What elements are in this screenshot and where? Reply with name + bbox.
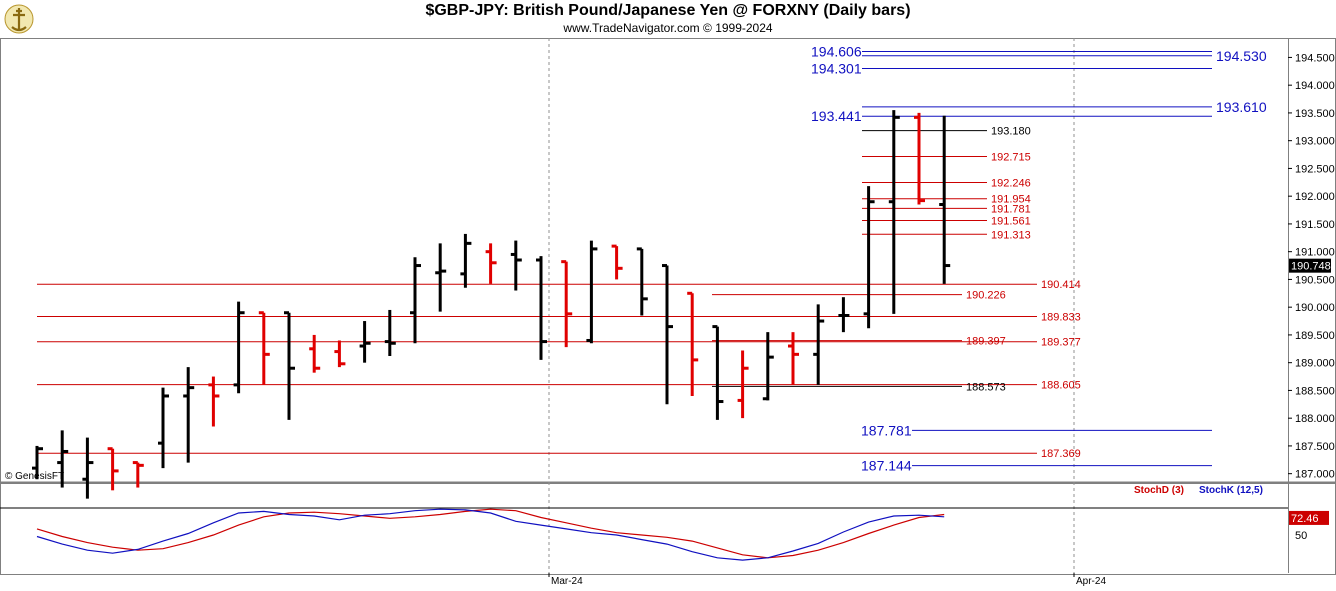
ohlc-bar	[939, 115, 951, 284]
price-panel-border	[0, 38, 1336, 483]
last-price-label: 190.748	[1291, 261, 1331, 273]
stoch-panel-border	[0, 483, 1336, 575]
ohlc-bar	[737, 350, 749, 419]
ohlc-bar	[510, 240, 522, 291]
price-tick-label: 189.500	[1295, 330, 1335, 342]
title-bar: $GBP-JPY: British Pound/Japanese Yen @ F…	[0, 0, 1336, 38]
ohlc-bar	[485, 243, 497, 284]
level-label: 190.414	[1041, 279, 1081, 291]
ohlc-bar	[813, 304, 825, 385]
level-label: 188.605	[1041, 380, 1081, 392]
last-price-box	[1289, 258, 1331, 273]
stoch-last-value-box	[1289, 510, 1329, 525]
date-tick-label: Mar-24	[551, 576, 583, 587]
level-label: 189.833	[1041, 311, 1081, 323]
level-label: 193.180	[991, 126, 1031, 138]
level-label: 194.301	[811, 61, 862, 77]
ohlc-bar	[561, 260, 573, 348]
date-axis: Mar-24 Apr-24	[548, 573, 1106, 587]
ohlc-bar	[208, 376, 220, 427]
price-tick-label: 193.500	[1295, 108, 1335, 120]
price-tick-label: 194.500	[1295, 52, 1335, 64]
level-label: 191.954	[991, 194, 1031, 206]
trade-navigator-logo-icon	[4, 4, 34, 34]
price-tick-label: 187.000	[1295, 469, 1335, 481]
ohlc-bar	[183, 367, 195, 463]
stoch-series-line	[36, 508, 945, 561]
ohlc-bar	[82, 437, 94, 499]
ohlc-bar	[762, 332, 774, 401]
stoch-legend-d: StochD (3)	[1134, 485, 1184, 496]
stoch-legend-k: StochK (12,5)	[1199, 485, 1263, 496]
ohlc-bar	[712, 325, 724, 420]
price-axis: 187.000 187.500 188.000 188.500 189.000 189.5…	[1288, 52, 1335, 481]
price-levels: 194.606 194.530 194.301 193.610 193.441 193.1…	[37, 44, 1267, 474]
level-label: 191.313	[991, 229, 1031, 241]
ohlc-bar	[258, 311, 270, 385]
level-label: 188.573	[966, 381, 1006, 393]
ohlc-bar	[863, 186, 875, 329]
price-tick-label: 192.000	[1295, 191, 1335, 203]
ohlc-bar	[334, 340, 346, 368]
ohlc-bar	[384, 309, 396, 357]
ohlc-bar	[132, 461, 144, 488]
price-tick-label: 192.500	[1295, 163, 1335, 175]
level-label: 192.715	[991, 151, 1031, 163]
ohlc-bar	[435, 243, 447, 312]
stoch-series-line	[36, 508, 945, 559]
ohlc-bar	[107, 447, 119, 491]
stochastic-panel: StochD (3) StochK (12,5) 50 72.46	[0, 485, 1329, 561]
chart-title: $GBP-JPY: British Pound/Japanese Yen @ F…	[425, 2, 911, 19]
ohlc-bar	[536, 256, 547, 360]
price-tick-label: 191.000	[1295, 247, 1335, 259]
ohlc-bar	[687, 291, 699, 396]
ohlc-bar	[460, 233, 472, 288]
ohlc-bar	[611, 244, 623, 280]
ohlc-bar	[410, 257, 421, 344]
price-tick-label: 190.500	[1295, 274, 1335, 286]
price-tick-label: 188.500	[1295, 385, 1335, 397]
price-tick-label: 189.000	[1295, 358, 1335, 370]
ohlc-bar	[57, 430, 69, 488]
level-label: 193.441	[811, 108, 862, 124]
chart-subtitle: www.TradeNavigator.com © 1999-2024	[563, 21, 773, 35]
copyright-label: © GenesisFT	[5, 471, 64, 482]
ohlc-bar	[233, 301, 245, 394]
level-label: 194.606	[811, 44, 862, 60]
level-label: 187.144	[861, 458, 912, 474]
price-tick-label: 188.000	[1295, 413, 1335, 425]
ohlc-bar	[359, 321, 371, 363]
ohlc-bar	[838, 297, 850, 333]
level-label: 189.377	[1041, 337, 1081, 349]
ohlc-bar	[662, 264, 673, 405]
price-tick-label: 190.000	[1295, 302, 1335, 314]
level-label: 187.781	[861, 422, 912, 438]
level-label: 191.561	[991, 215, 1031, 227]
price-tick-label: 191.500	[1295, 219, 1335, 231]
level-label: 194.530	[1216, 48, 1267, 64]
level-label: 187.369	[1041, 448, 1081, 460]
ohlc-bar	[888, 110, 900, 314]
price-tick-label: 187.500	[1295, 441, 1335, 453]
stoch-tick-label: 50	[1295, 530, 1307, 542]
date-tick-label: Apr-24	[1076, 576, 1106, 587]
stoch-last-value-label: 72.46	[1291, 513, 1319, 525]
price-tick-label: 194.000	[1295, 80, 1335, 92]
ohlc-bar	[636, 247, 648, 316]
ohlc-bar	[309, 334, 321, 373]
level-label: 192.246	[991, 177, 1031, 189]
ohlc-bar	[158, 387, 169, 469]
level-label: 190.226	[966, 290, 1006, 302]
ohlc-bar	[914, 112, 925, 205]
ohlc-bar	[788, 332, 799, 385]
price-tick-label: 193.000	[1295, 136, 1335, 148]
ohlc-bar	[32, 445, 43, 480]
level-label: 193.610	[1216, 99, 1267, 115]
ohlc-bar	[586, 240, 598, 344]
price-bars	[32, 110, 951, 499]
ohlc-bar	[284, 311, 295, 420]
level-label: 191.781	[991, 203, 1031, 215]
chart-gridlines	[548, 38, 1075, 573]
